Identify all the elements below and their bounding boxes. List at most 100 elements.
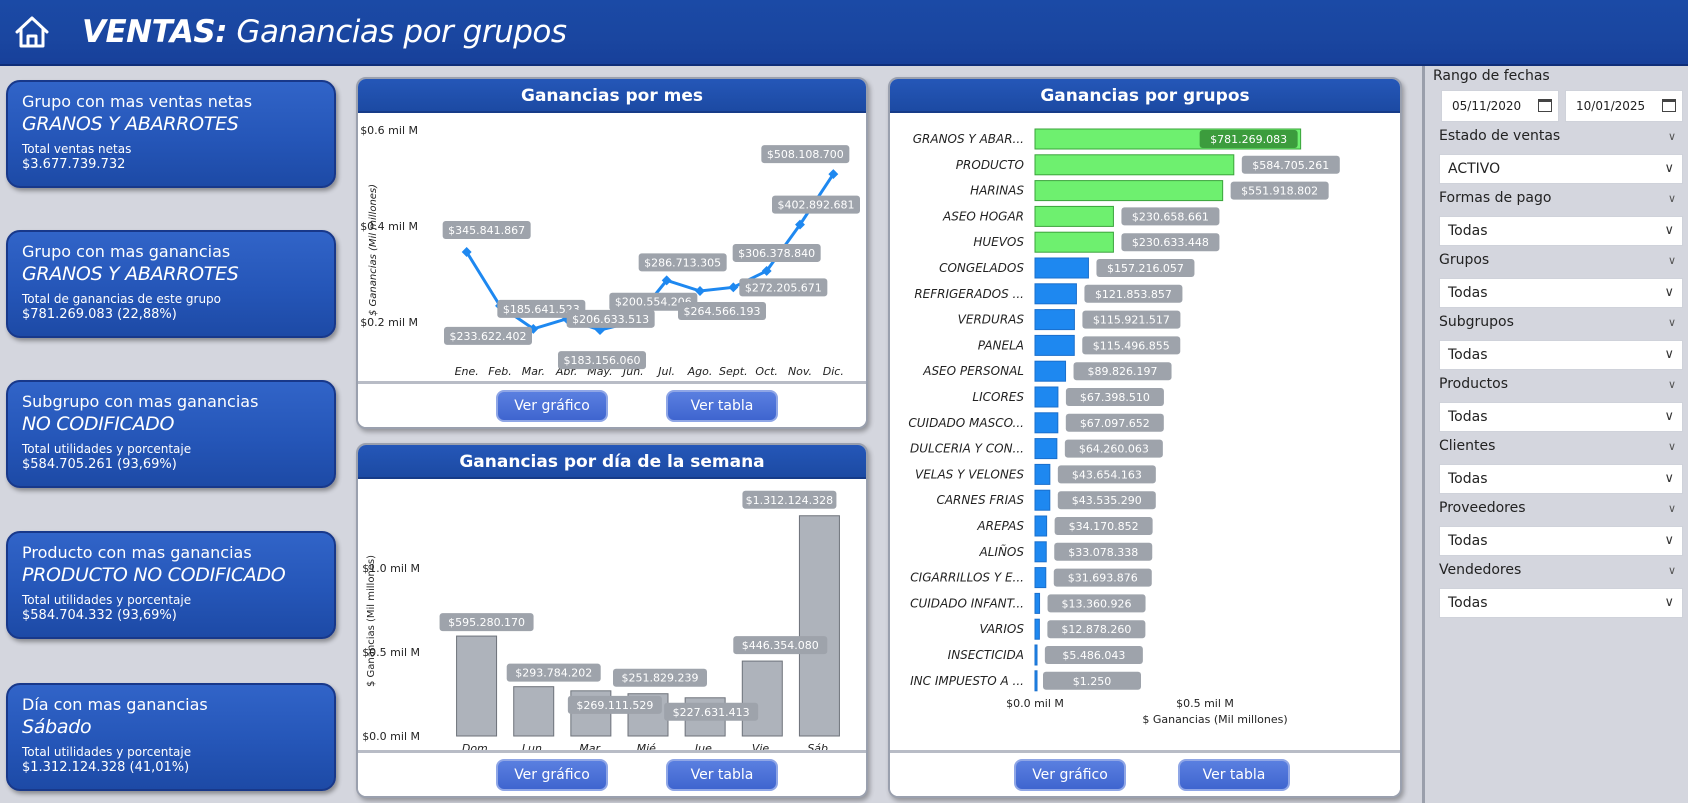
group-bar (1034, 567, 1047, 589)
group-category-label: ASEO HOGAR (942, 209, 1024, 223)
weekday-data-label-text: $446.354.080 (742, 639, 819, 652)
monthly-data-label-bg (761, 145, 850, 164)
weekday-data-label-bg (664, 702, 759, 721)
group-data-label: $12.878.260 (1047, 620, 1146, 639)
group-data-label-bg (1065, 388, 1164, 406)
collapse-chevron-icon[interactable]: ∨ (1667, 130, 1676, 143)
filter-dropdown[interactable]: Todas ∨ (1439, 340, 1683, 370)
view-chart-button[interactable]: Ver gráfico (1014, 759, 1126, 791)
group-category-label: HARINAS (970, 184, 1024, 198)
group-category-label: PRODUCTO (956, 158, 1024, 172)
filter-label: Vendedores (1439, 562, 1522, 578)
chevron-down-icon: ∨ (1664, 285, 1674, 300)
view-chart-button[interactable]: Ver gráfico (496, 390, 608, 422)
group-data-label-bg (1241, 155, 1340, 174)
kpi-value: PRODUCTO NO CODIFICADO (22, 564, 286, 586)
home-icon[interactable] (12, 12, 52, 52)
monthly-data-label: $272.205.671 (739, 278, 828, 297)
filter-dropdown[interactable]: Todas ∨ (1439, 402, 1683, 432)
x-tick-label: Jue. (693, 742, 715, 753)
kpi-number: $584.704.332 (93,69%) (22, 608, 177, 623)
filter-label: Estado de ventas (1439, 128, 1561, 144)
x-axis-label: $ Ganancias (Mil millones) (1142, 713, 1287, 726)
view-table-button[interactable]: Ver tabla (666, 759, 778, 791)
chevron-down-icon: ∨ (1664, 347, 1674, 362)
filter-label: Proveedores (1439, 500, 1526, 516)
filter-dropdown[interactable]: Todas ∨ (1439, 278, 1683, 308)
monthly-data-label-bg (442, 220, 531, 239)
kpi-value: Sábado (22, 716, 92, 738)
group-bar (1034, 283, 1077, 305)
view-table-button[interactable]: Ver tabla (666, 390, 778, 422)
kpi-subtitle: Total de ganancias de este grupo (22, 292, 222, 306)
weekday-data-label-bg (613, 668, 707, 687)
group-data-label-bg (1082, 336, 1181, 355)
group-category-label: CUIDADO INFANT... (910, 596, 1024, 610)
calendar-icon[interactable] (1662, 99, 1676, 112)
group-data-label-text: $89.826.197 (1088, 365, 1158, 378)
filter-dropdown[interactable]: Todas ∨ (1439, 216, 1683, 246)
group-data-label-bg (1121, 233, 1220, 252)
monthly-profit-title: Ganancias por mes (358, 79, 866, 113)
monthly-data-label: $286.713.305 (638, 253, 727, 272)
kpi-title: Grupo con mas ventas netas (22, 92, 253, 111)
kpi-card: Subgrupo con mas ganancias NO CODIFICADO T… (6, 380, 336, 488)
view-chart-button[interactable]: Ver gráfico (496, 759, 608, 791)
filter-dropdown[interactable]: Todas ∨ (1439, 588, 1683, 618)
group-data-label: $230.633.448 (1121, 233, 1220, 252)
group-data-label-text: $115.496.855 (1093, 339, 1170, 352)
group-data-label: $1.250 (1043, 671, 1142, 690)
weekday-data-label-bg (742, 490, 837, 509)
filter-dropdown[interactable]: Todas ∨ (1439, 526, 1683, 556)
group-data-label-text: $115.921.517 (1093, 314, 1170, 327)
group-data-label: $64.260.063 (1064, 439, 1163, 458)
group-data-label: $121.853.857 (1084, 284, 1183, 303)
group-data-label: $67.398.510 (1065, 388, 1164, 406)
y-tick-label: $1.0 mil M (362, 562, 420, 575)
filter-dropdown[interactable]: ACTIVO ∨ (1439, 154, 1683, 184)
group-data-label: $33.078.338 (1054, 542, 1153, 561)
group-category-label: LICORES (972, 390, 1024, 404)
collapse-chevron-icon[interactable]: ∨ (1667, 316, 1676, 329)
x-tick-label: Dom. (462, 742, 491, 753)
group-data-label-bg (1047, 620, 1146, 639)
kpi-subtitle: Total ventas netas (22, 142, 132, 156)
collapse-chevron-icon[interactable]: ∨ (1667, 440, 1676, 453)
filter-value: Todas (1448, 347, 1488, 363)
date-from-input[interactable]: 05/11/2020 (1441, 90, 1559, 122)
group-category-label: VARIOS (979, 622, 1024, 636)
report-header: VENTAS: Ganancias por grupos (0, 0, 1688, 66)
collapse-chevron-icon[interactable]: ∨ (1667, 254, 1676, 267)
group-data-label-bg (1065, 413, 1164, 432)
monthly-data-label-text: $200.554.206 (615, 296, 692, 309)
collapse-chevron-icon[interactable]: ∨ (1667, 192, 1676, 205)
group-category-label: CARNES FRIAS (936, 493, 1024, 507)
group-data-label-bg (1084, 284, 1183, 303)
calendar-icon[interactable] (1538, 99, 1552, 112)
date-to-input[interactable]: 10/01/2025 (1565, 90, 1683, 122)
group-bar (1034, 515, 1048, 537)
group-data-label-bg (1057, 465, 1156, 484)
collapse-chevron-icon[interactable]: ∨ (1667, 502, 1676, 515)
kpi-number: $3.677.739.732 (22, 157, 126, 172)
group-data-label-text: $781.269.083 (1210, 133, 1287, 146)
group-bar (1034, 334, 1075, 356)
filter-value: Todas (1448, 471, 1488, 487)
monthly-point (661, 275, 672, 286)
filter-dropdown[interactable]: Todas ∨ (1439, 464, 1683, 494)
group-data-label-text: $13.360.926 (1062, 597, 1132, 610)
group-bar (1034, 489, 1051, 511)
collapse-chevron-icon[interactable]: ∨ (1667, 378, 1676, 391)
view-table-button[interactable]: Ver tabla (1178, 759, 1290, 791)
x-tick-label: Sáb. (807, 742, 831, 753)
collapse-chevron-icon[interactable]: ∨ (1667, 564, 1676, 577)
weekday-data-label-text: $227.631.413 (673, 706, 750, 719)
group-bar (1034, 541, 1047, 563)
weekday-data-label: $446.354.080 (733, 636, 828, 655)
group-data-label-text: $121.853.857 (1095, 288, 1172, 301)
weekday-data-label-text: $595.280.170 (448, 616, 525, 629)
group-bar (1034, 360, 1067, 382)
group-profit-title: Ganancias por grupos (890, 79, 1400, 113)
kpi-card: Día con mas ganancias Sábado Total utilida… (6, 683, 336, 791)
group-profit-chart: GRANOS Y ABAR... $781.269.083 PRODUCTO $584… (908, 128, 1340, 726)
